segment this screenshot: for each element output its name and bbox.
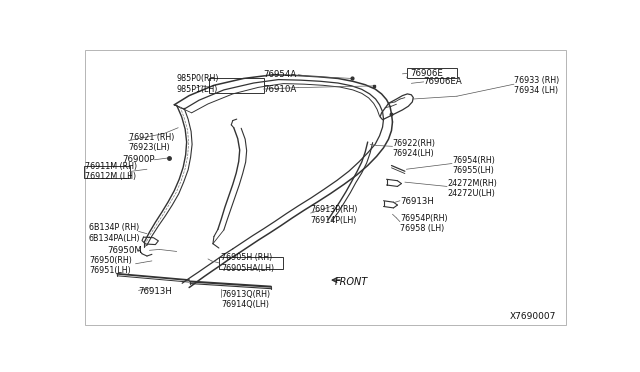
Text: 76950(RH)
76951(LH): 76950(RH) 76951(LH)	[89, 256, 132, 276]
Text: 76954A: 76954A	[264, 70, 297, 79]
Text: 76913H: 76913H	[138, 287, 172, 296]
Text: 76922(RH)
76924(LH): 76922(RH) 76924(LH)	[392, 139, 435, 158]
Text: 76921 (RH)
76923(LH): 76921 (RH) 76923(LH)	[129, 133, 174, 152]
Text: FRONT: FRONT	[335, 277, 369, 287]
Bar	[408, 68, 457, 78]
Text: 76911M (RH)
76912M (LH): 76911M (RH) 76912M (LH)	[85, 161, 137, 181]
Bar	[219, 257, 284, 269]
Text: 76906EA: 76906EA	[424, 77, 463, 86]
Bar	[84, 166, 129, 178]
Bar	[209, 78, 264, 93]
Text: 24272M(RH)
24272U(LH): 24272M(RH) 24272U(LH)	[447, 179, 497, 198]
Text: 76900P: 76900P	[122, 155, 155, 164]
Text: 76954(RH)
76955(LH): 76954(RH) 76955(LH)	[452, 156, 495, 175]
Text: 76910A: 76910A	[264, 84, 297, 93]
Text: 76933 (RH)
76934 (LH): 76933 (RH) 76934 (LH)	[514, 76, 559, 95]
Text: 76913Q(RH)
76914Q(LH): 76913Q(RH) 76914Q(LH)	[221, 290, 271, 309]
Text: 6B134P (RH)
6B134PA(LH): 6B134P (RH) 6B134PA(LH)	[89, 224, 141, 243]
Text: 985P0(RH)
985P1(LH): 985P0(RH) 985P1(LH)	[177, 74, 220, 94]
Text: X7690007: X7690007	[510, 312, 556, 321]
Text: 76954P(RH)
76958 (LH): 76954P(RH) 76958 (LH)	[400, 214, 447, 233]
Text: 76913P(RH)
76914P(LH): 76913P(RH) 76914P(LH)	[310, 205, 358, 225]
Text: 76906E: 76906E	[410, 69, 443, 78]
Text: 76950M: 76950M	[108, 246, 142, 255]
Text: 76905H (RH)
76905HA(LH): 76905H (RH) 76905HA(LH)	[221, 253, 275, 273]
Text: 76913H: 76913H	[400, 197, 434, 206]
